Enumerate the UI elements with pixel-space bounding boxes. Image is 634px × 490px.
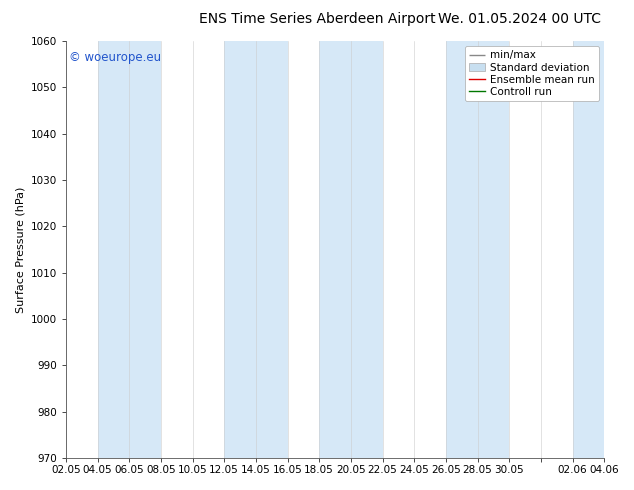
Legend: min/max, Standard deviation, Ensemble mean run, Controll run: min/max, Standard deviation, Ensemble me… <box>465 46 599 101</box>
Text: We. 01.05.2024 00 UTC: We. 01.05.2024 00 UTC <box>438 12 602 26</box>
Text: © woeurope.eu: © woeurope.eu <box>68 51 160 65</box>
Bar <box>573 41 634 458</box>
Bar <box>98 41 161 458</box>
Text: ENS Time Series Aberdeen Airport: ENS Time Series Aberdeen Airport <box>198 12 436 26</box>
Bar <box>446 41 509 458</box>
Y-axis label: Surface Pressure (hPa): Surface Pressure (hPa) <box>15 186 25 313</box>
Bar <box>224 41 287 458</box>
Bar <box>319 41 382 458</box>
